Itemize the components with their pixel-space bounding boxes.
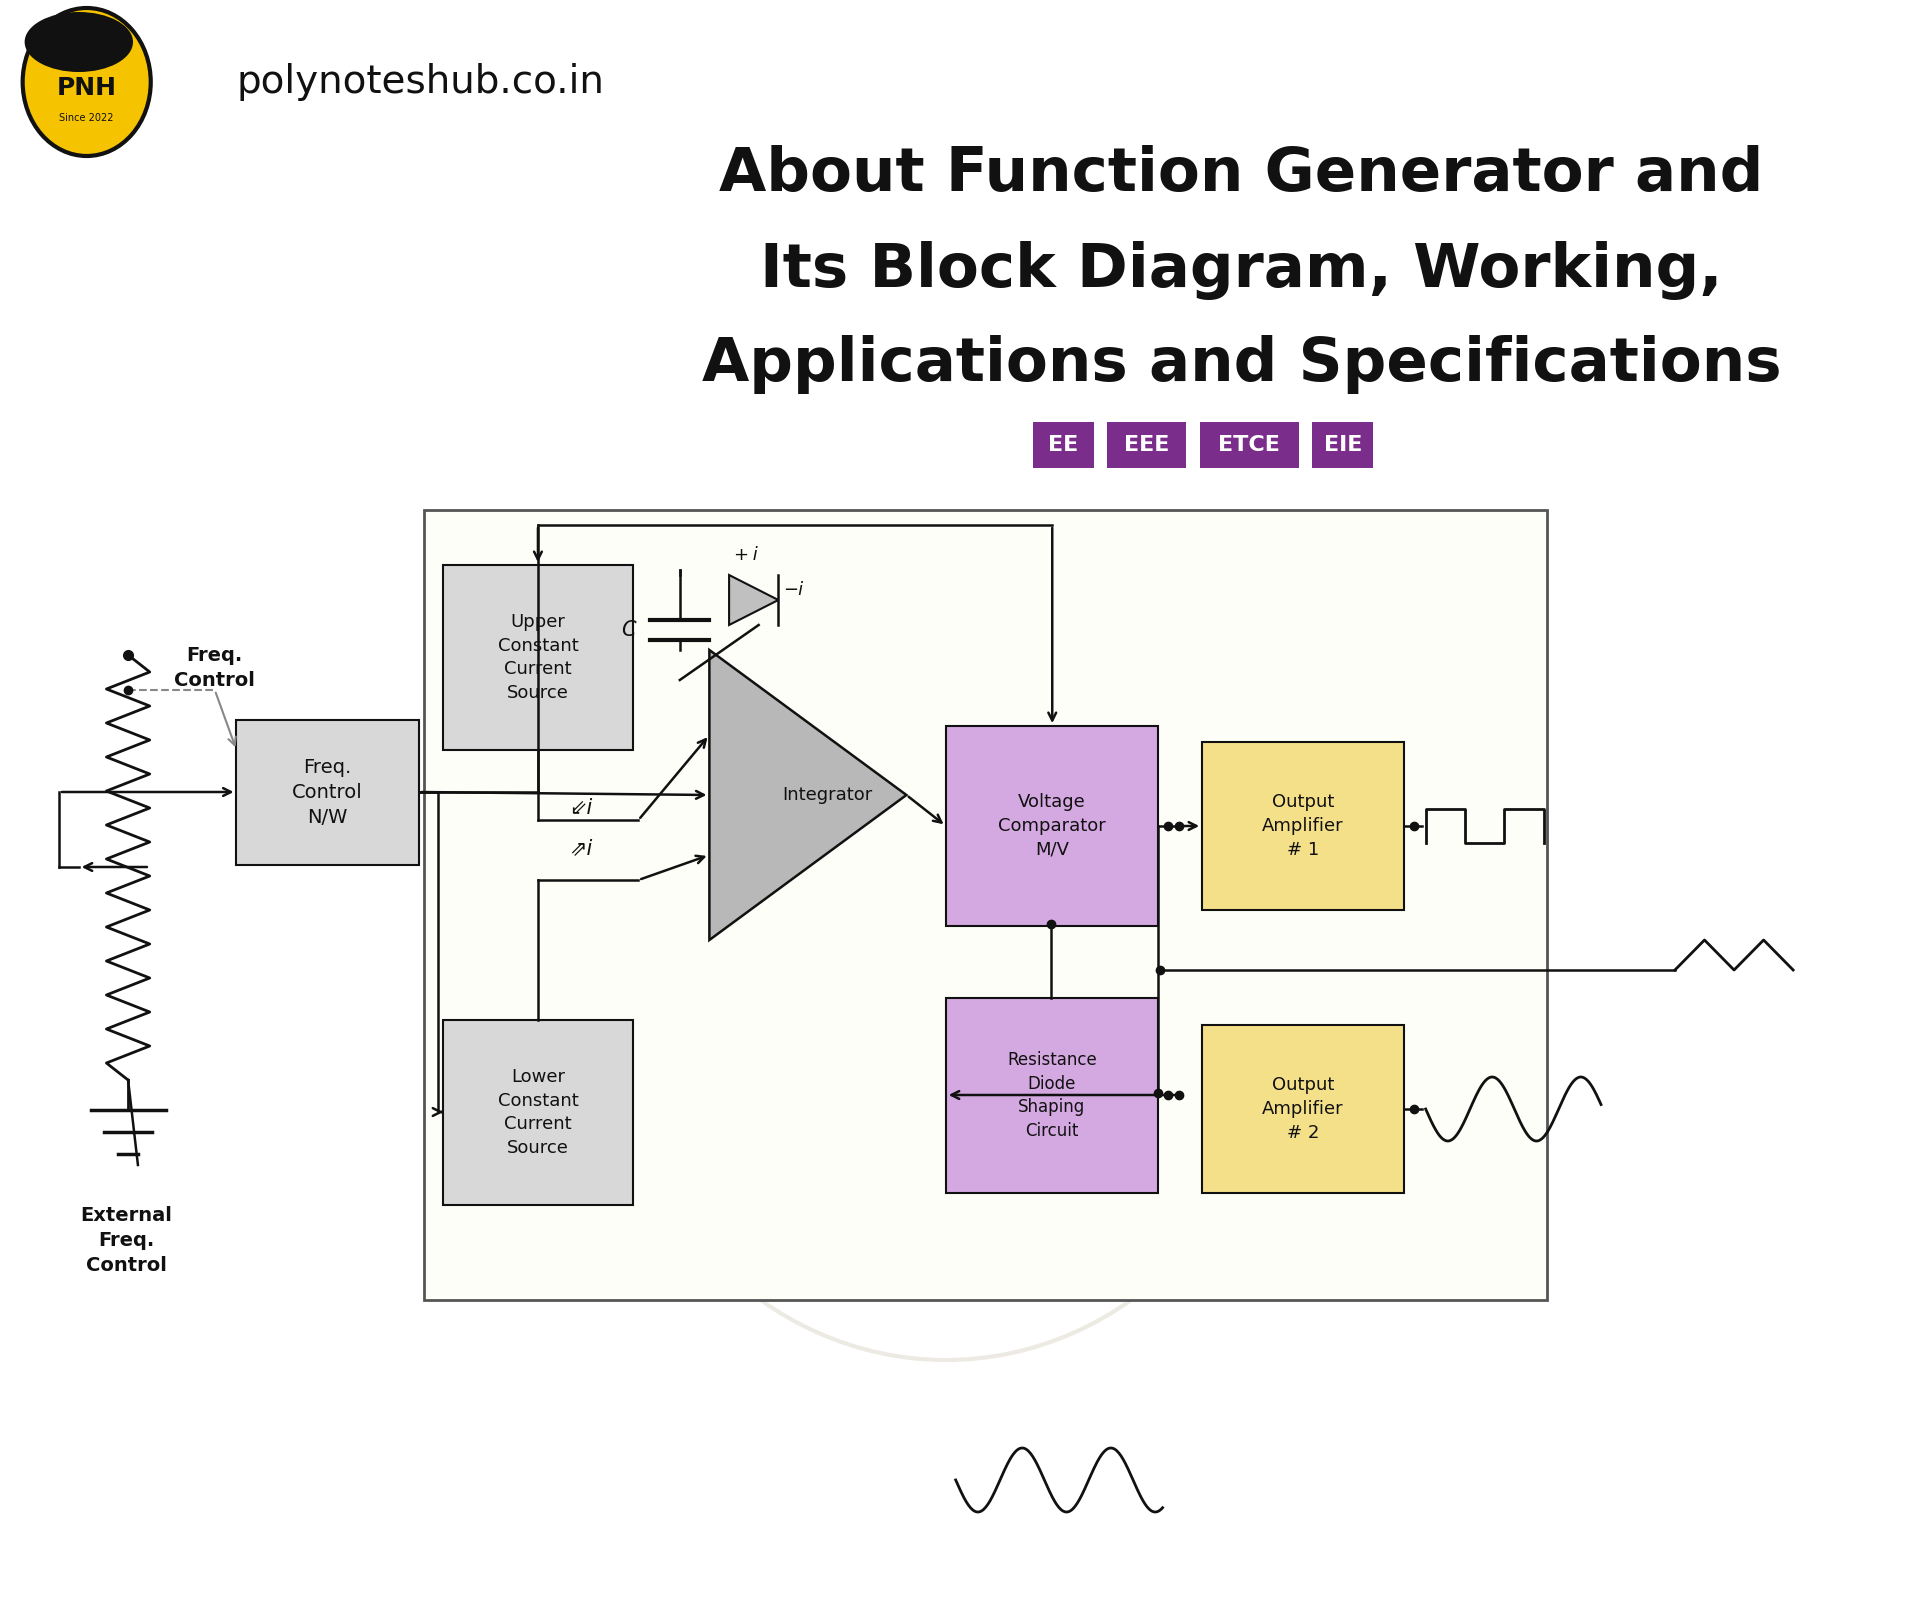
Text: Lower
Constant
Current
Source: Lower Constant Current Source [497, 1067, 578, 1158]
Bar [1202, 742, 1404, 910]
Text: Resistance
Diode
Shaping
Circuit: Resistance Diode Shaping Circuit [1006, 1051, 1096, 1140]
Text: Freq.
Control: Freq. Control [175, 646, 255, 691]
Text: Its Block Diagram, Working,: Its Block Diagram, Working, [760, 240, 1722, 299]
Text: PNH: PNH [58, 76, 117, 100]
Text: C: C [622, 620, 636, 641]
Text: ETCE: ETCE [1219, 435, 1281, 456]
Polygon shape [708, 650, 906, 940]
Text: Voltage
Comparator
M/V: Voltage Comparator M/V [998, 794, 1106, 858]
Bar [444, 1021, 632, 1204]
Bar [947, 998, 1158, 1193]
Text: Since 2022: Since 2022 [60, 113, 113, 122]
Text: Output
Amplifier
# 2: Output Amplifier # 2 [1261, 1077, 1344, 1141]
Text: −i: −i [783, 581, 803, 599]
Text: polynoteshub.co.in: polynoteshub.co.in [236, 63, 605, 101]
Ellipse shape [25, 11, 132, 72]
Bar [236, 720, 419, 865]
Text: + i: + i [733, 546, 758, 564]
Text: ⇗i: ⇗i [570, 837, 593, 858]
Bar [1033, 422, 1094, 469]
Text: EIE: EIE [1323, 435, 1361, 456]
Bar [424, 510, 1548, 1299]
Bar [444, 565, 632, 750]
Polygon shape [730, 575, 778, 625]
Text: Since 2022: Since 2022 [822, 1069, 1069, 1111]
Text: EEE: EEE [1123, 435, 1169, 456]
Bar [1313, 422, 1373, 469]
Bar [1200, 422, 1298, 469]
Text: EE: EE [1048, 435, 1079, 456]
Text: Integrator: Integrator [783, 786, 874, 803]
Text: Upper
Constant
Current
Source: Upper Constant Current Source [497, 613, 578, 702]
Bar [1202, 1026, 1404, 1193]
Bar [947, 726, 1158, 926]
Text: Freq.
Control
N/W: Freq. Control N/W [292, 758, 363, 828]
Text: ⇙i: ⇙i [570, 799, 593, 818]
Text: Output
Amplifier
# 1: Output Amplifier # 1 [1261, 794, 1344, 858]
Ellipse shape [23, 8, 152, 156]
Bar [1108, 422, 1187, 469]
Text: About Function Generator and: About Function Generator and [720, 145, 1764, 204]
Text: PNH: PNH [712, 866, 1181, 1055]
Text: Applications and Specifications: Applications and Specifications [701, 335, 1782, 394]
Text: External
Freq.
Control: External Freq. Control [81, 1206, 173, 1275]
